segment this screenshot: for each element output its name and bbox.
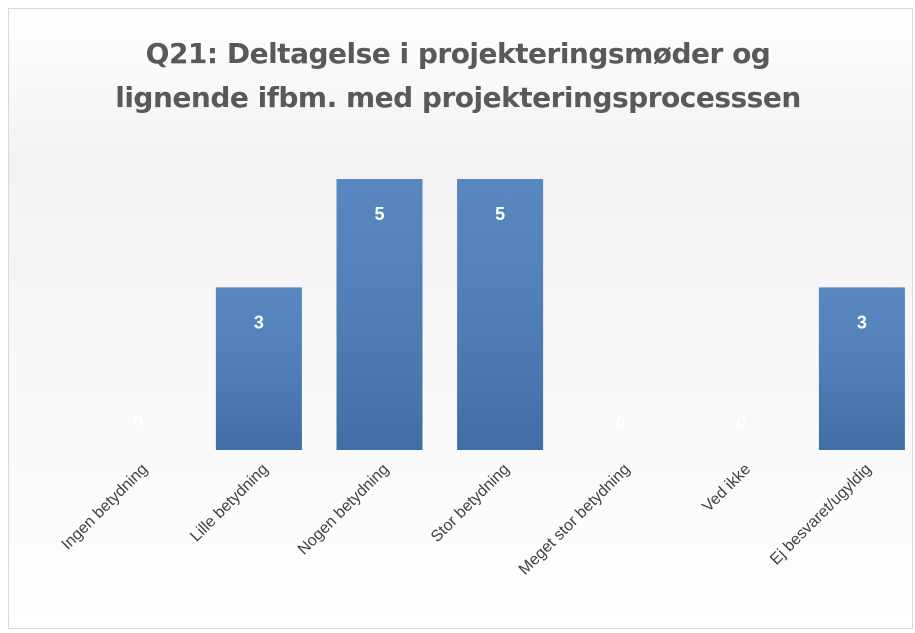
data-label: 0 xyxy=(616,413,626,433)
bar-shade xyxy=(336,179,423,450)
data-label: 3 xyxy=(254,312,264,332)
bar-shade xyxy=(457,179,544,450)
data-label: 5 xyxy=(495,204,505,224)
chart-title: Q21: Deltagelse i projekteringsmøder og … xyxy=(115,37,801,114)
data-label: 0 xyxy=(133,413,143,433)
bar-shade xyxy=(215,287,302,450)
data-label: 0 xyxy=(736,413,746,433)
data-label: 3 xyxy=(857,312,867,332)
bar-shade xyxy=(818,287,905,450)
data-label: 5 xyxy=(374,204,384,224)
